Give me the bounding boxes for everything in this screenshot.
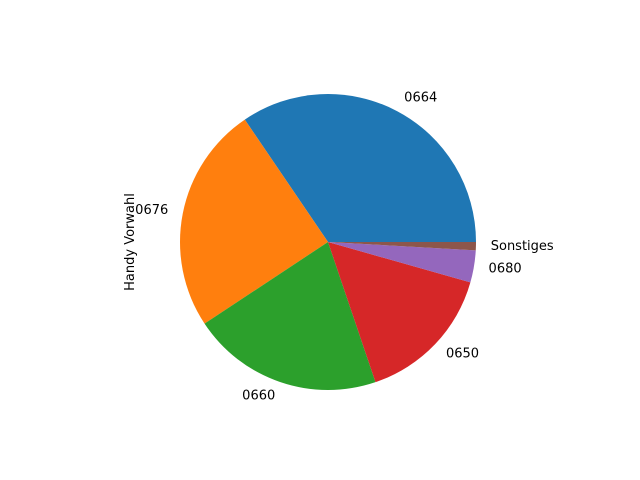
pie-slice-0680 [328,242,476,283]
pie-slice-0660 [204,242,376,391]
pie-label-0664: 0664 [404,91,437,106]
pie-slice-0664 [244,93,476,242]
pie-slice-sonstiges [328,242,476,251]
pie-labels: 0664 0676 0660 0650 0680 Sonstiges [135,91,554,404]
pie-label-0680: 0680 [489,261,522,276]
pie-slice-0650 [328,242,471,383]
pie-label-sonstiges: Sonstiges [491,239,554,254]
pie-label-0650: 0650 [446,347,479,362]
pie-label-0676: 0676 [135,203,168,218]
pie-slices [179,93,476,391]
pie-slice-0676 [179,119,328,324]
y-axis-label: Handy Vorwahl [123,193,138,291]
pie-label-0660: 0660 [242,389,275,404]
